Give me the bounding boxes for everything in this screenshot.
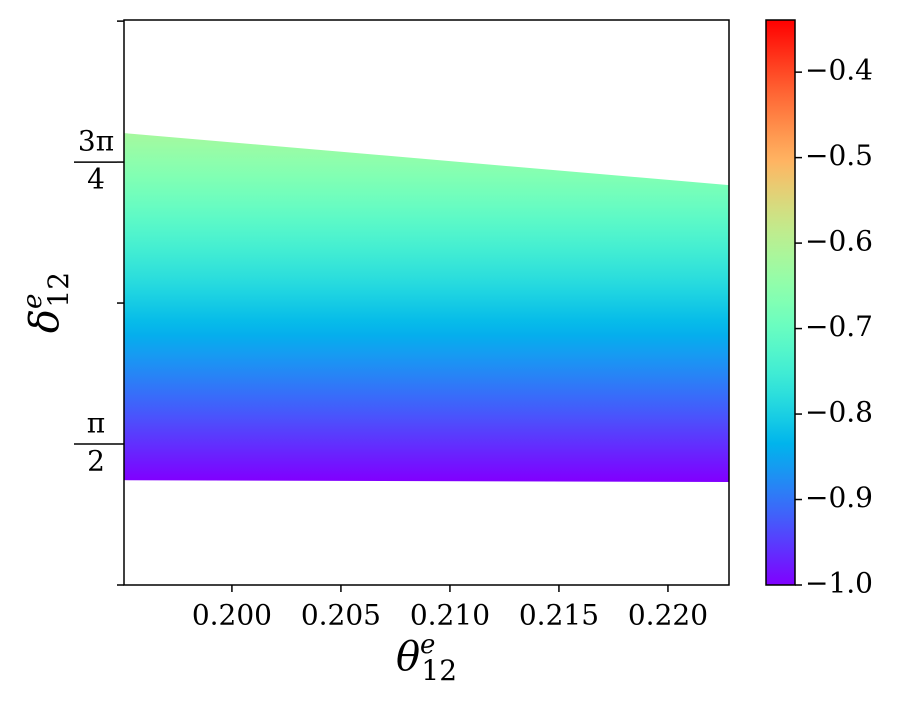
y-tick-label-den: 2 [87,445,105,478]
colorbar-tick-label: −0.8 [805,396,873,429]
y-tick-label-den: 4 [87,163,105,196]
axis-label: δe12 [18,272,75,333]
y-tick-label-num: π [87,407,105,440]
axis-label: θe 12 [396,630,457,687]
colorbar-tick-label: −0.6 [805,225,873,258]
colorbar-tick-label: −0.9 [805,481,873,514]
colorbar-tick-label: −1.0 [805,567,873,600]
x-tick-label: 0.220 [628,599,708,632]
axis-label-text: δe12 [18,272,75,333]
x-tick-label: 0.210 [410,599,490,632]
x-tick-label: 0.215 [519,599,599,632]
axis-label-text: θe 12 [396,630,457,687]
colorbar [765,19,796,586]
colorbar-tick-label: −0.5 [805,139,873,172]
x-tick-label: 0.200 [192,599,272,632]
y-tick-label-num: 3π [78,125,114,158]
x-tick-label: 0.205 [301,599,381,632]
band-area [124,133,729,482]
colorbar-tick-label: −0.4 [805,54,873,87]
colorbar-tick-label: −0.7 [805,310,873,343]
